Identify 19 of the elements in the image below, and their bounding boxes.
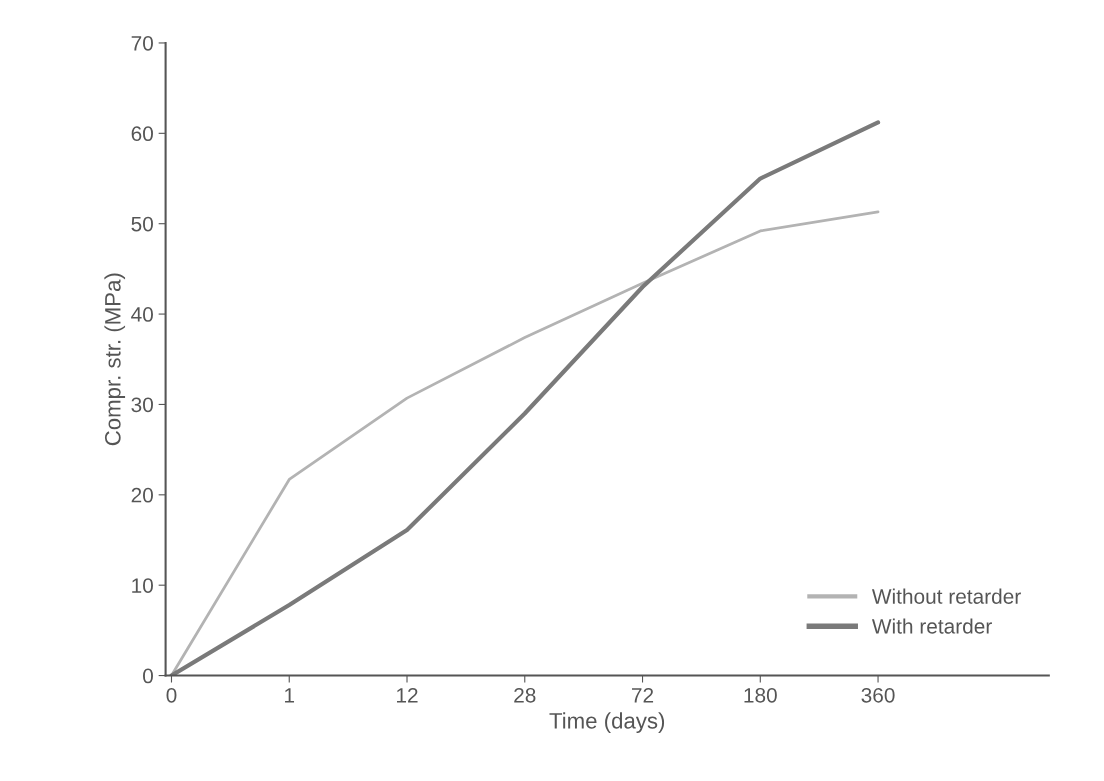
x-tick-label: 0 bbox=[166, 687, 177, 703]
x-axis-title: Time (days) bbox=[549, 712, 665, 734]
x-tick-label: 1 bbox=[285, 688, 295, 703]
y-tick-label: 70 bbox=[131, 35, 153, 51]
y-tick-label: 50 bbox=[131, 216, 153, 232]
legend-label: Without retarder bbox=[871, 588, 1021, 604]
x-tick-label: 360 bbox=[861, 687, 895, 703]
y-tick-label: 60 bbox=[131, 126, 153, 142]
y-tick-label: 40 bbox=[131, 307, 153, 322]
y-tick-label: 0 bbox=[143, 668, 153, 684]
y-tick-label: 20 bbox=[131, 487, 153, 503]
x-tick-label: 180 bbox=[744, 687, 777, 703]
x-tick-label: 72 bbox=[632, 687, 654, 703]
legend-label: With retarder bbox=[871, 618, 992, 634]
y-axis-title: Compr. str. (MPa) bbox=[104, 273, 126, 446]
x-tick-label: 28 bbox=[514, 687, 536, 703]
x-tick-label: 12 bbox=[397, 687, 418, 703]
y-tick-label: 10 bbox=[132, 578, 153, 593]
y-tick-label: 30 bbox=[131, 397, 153, 413]
